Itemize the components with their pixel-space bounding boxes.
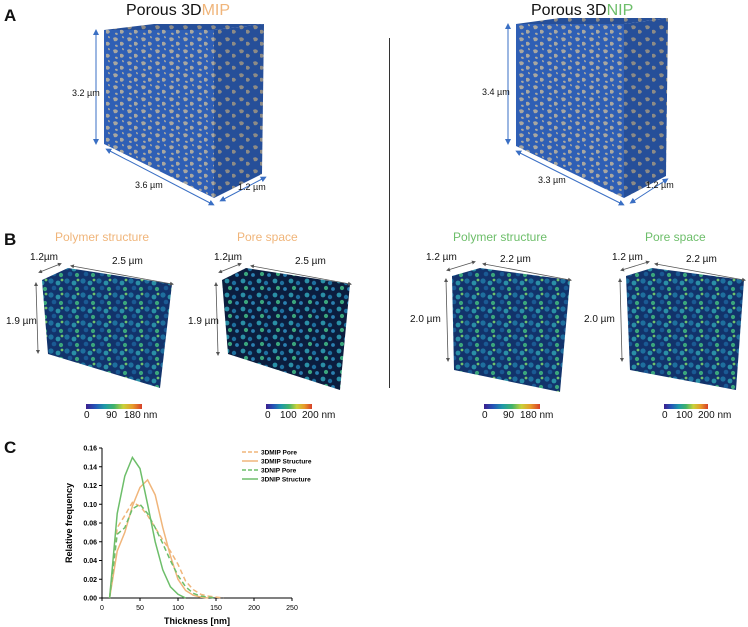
mip-depth-label: 1.2 µm: [238, 182, 266, 192]
panel-a-cubes: [93, 18, 669, 206]
mip-pore-depth: 1.2µm: [214, 252, 242, 263]
mip-porous-cube: [104, 24, 264, 198]
nip-polymer-height: 2.0 µm: [410, 314, 441, 325]
nip-polymer-colorbar: [484, 404, 540, 409]
nip-title-prefix: Porous 3D: [531, 2, 607, 19]
x-tick-label: 50: [136, 605, 144, 612]
y-tick-label: 0.02: [83, 577, 97, 584]
mip-pore-cbar-0: 0: [265, 410, 271, 421]
nip-polymer-cbar-2: 180 nm: [520, 410, 554, 421]
legend-label-3: 3DNIP Structure: [261, 477, 311, 484]
y-tick-label: 0.00: [83, 596, 97, 603]
nip-depth-label: 1.2 µm: [646, 180, 674, 190]
nip-pore-cbar-0: 0: [662, 410, 668, 421]
mip-pore-width: 2.5 µm: [295, 256, 326, 267]
nip-pore-colorbar: [664, 404, 708, 409]
mip-polymer-width: 2.5 µm: [112, 256, 143, 267]
mip-pore-cbar-1: 100: [280, 410, 297, 421]
nip-pore-volume: [626, 268, 744, 390]
mip-pore-label: Pore space: [237, 230, 298, 244]
y-tick-label: 0.10: [83, 502, 97, 509]
x-tick-label: 0: [100, 605, 104, 612]
mip-pore-volume: [222, 268, 350, 390]
x-tick-label: 200: [248, 605, 260, 612]
series-line-1: [108, 478, 209, 599]
legend-label-1: 3DMIP Structure: [261, 459, 312, 466]
nip-width-label: 3.3 µm: [538, 175, 566, 185]
nip-pore-depth: 1.2 µm: [612, 252, 643, 263]
panel-letter-c: C: [4, 438, 17, 457]
series-line-0: [108, 501, 224, 599]
y-axis-label: Relative frequency: [64, 483, 74, 563]
mip-pore-height: 1.9 µm: [188, 316, 219, 327]
legend-label-0: 3DMIP Pore: [261, 450, 297, 457]
nip-porous-cube: [516, 18, 668, 198]
thickness-distribution-chart: 0 50 100 150 200 250 0.00 0.02 0.04 0.06 0.08 0.10 0…: [64, 446, 312, 627]
mip-title: Porous 3DMIP: [126, 2, 230, 20]
nip-pore-cbar-1: 100: [676, 410, 693, 421]
nip-polymer-cbar-1: 90: [503, 410, 515, 421]
y-tick-label: 0.04: [83, 558, 97, 565]
mip-polymer-height: 1.9 µm: [6, 316, 37, 327]
mip-polymer-colorbar: [86, 404, 142, 409]
nip-pore-height: 2.0 µm: [584, 314, 615, 325]
x-tick-label: 250: [286, 605, 298, 612]
nip-title-suffix: NIP: [606, 2, 634, 19]
panel-letter-b: B: [4, 230, 17, 249]
legend-label-2: 3DNIP Pore: [261, 468, 297, 475]
nip-pore-label: Pore space: [645, 230, 706, 244]
y-tick-label: 0.14: [83, 464, 97, 471]
y-tick-label: 0.16: [83, 446, 97, 453]
series-line-2: [108, 503, 217, 599]
panel-letter-a: A: [4, 6, 17, 25]
panel-b-volumes: [34, 260, 746, 392]
nip-polymer-cbar-0: 0: [482, 410, 488, 421]
nip-polymer-volume: [452, 268, 570, 392]
mip-polymer-depth: 1.2µm: [30, 252, 58, 263]
x-tick-label: 100: [172, 605, 184, 612]
nip-pore-cbar-2: 200 nm: [698, 410, 732, 421]
mip-width-label: 3.6 µm: [135, 180, 163, 190]
nip-height-label: 3.4 µm: [482, 87, 510, 97]
y-tick-label: 0.08: [83, 521, 97, 528]
nip-pore-width: 2.2 µm: [686, 254, 717, 265]
mip-polymer-volume: [42, 268, 172, 388]
nip-polymer-width: 2.2 µm: [500, 254, 531, 265]
mip-polymer-cbar-0: 0: [84, 410, 90, 421]
mip-title-suffix: MIP: [201, 2, 231, 19]
nip-polymer-depth: 1.2 µm: [426, 252, 457, 263]
mip-polymer-cbar-1: 90: [106, 410, 118, 421]
nip-title: Porous 3DNIP: [531, 2, 633, 20]
y-tick-label: 0.06: [83, 539, 97, 546]
mip-pore-colorbar: [266, 404, 312, 409]
series-line-3: [108, 455, 186, 599]
mip-title-prefix: Porous 3D: [126, 2, 202, 19]
mip-polymer-label: Polymer structure: [55, 230, 150, 244]
nip-polymer-label: Polymer structure: [453, 230, 548, 244]
mip-nip-divider: [389, 38, 390, 388]
x-tick-label: 150: [210, 605, 222, 612]
mip-height-label: 3.2 µm: [72, 88, 100, 98]
y-tick-label: 0.12: [83, 483, 97, 490]
mip-polymer-cbar-2: 180 nm: [124, 410, 158, 421]
mip-pore-cbar-2: 200 nm: [302, 410, 336, 421]
x-axis-label: Thickness [nm]: [164, 616, 230, 626]
